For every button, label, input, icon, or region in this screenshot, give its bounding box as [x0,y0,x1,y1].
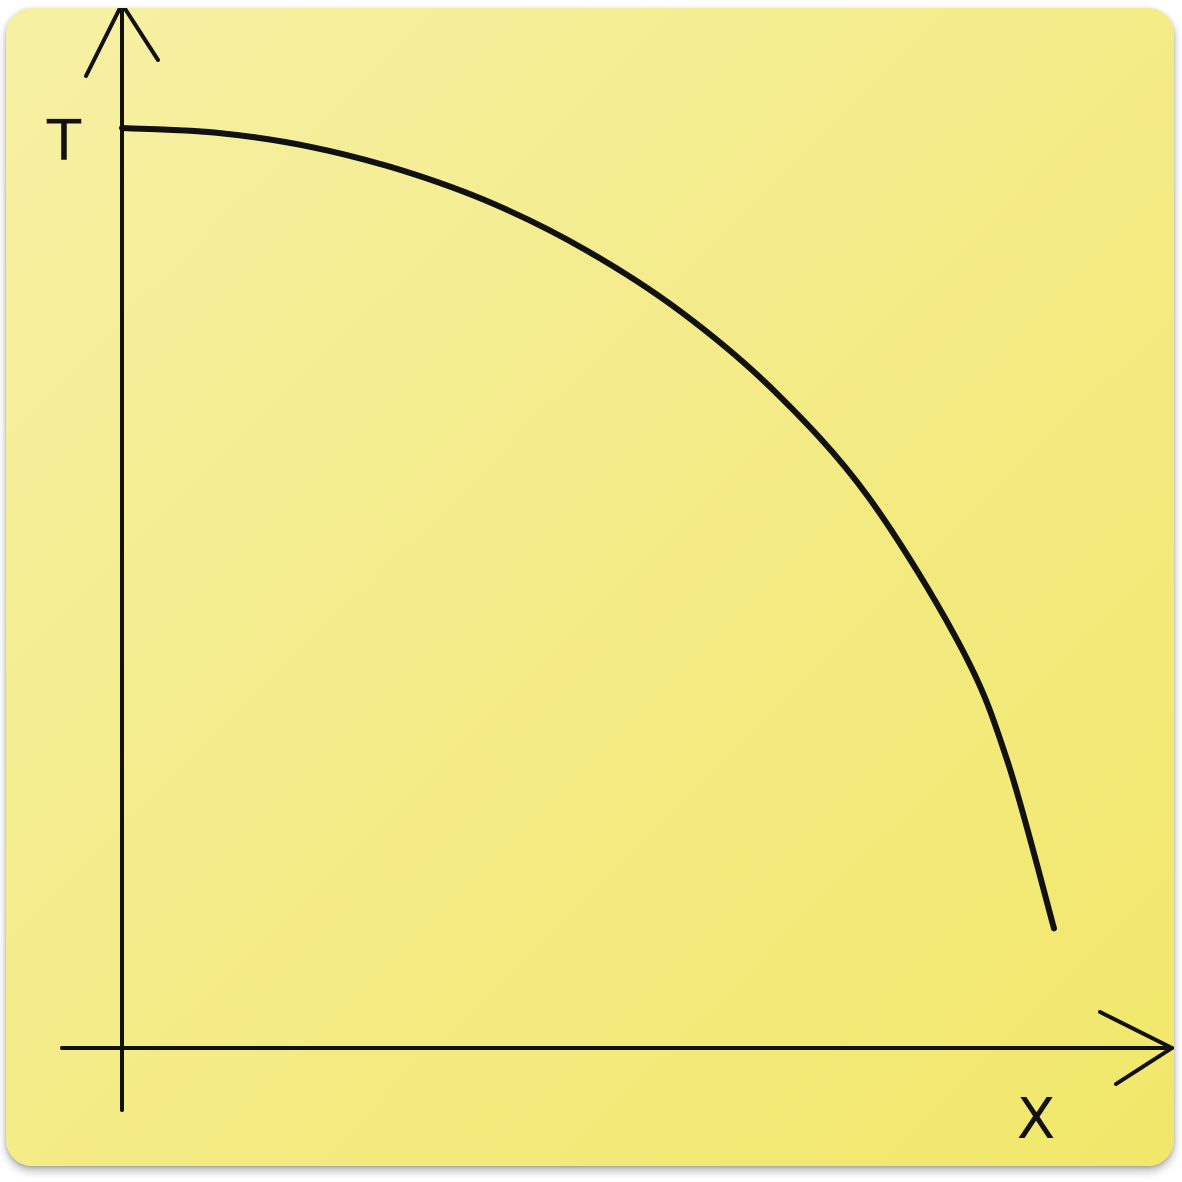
chart-svg: T X [6,8,1174,1166]
sticky-note-chart: T X [6,8,1174,1166]
y-axis-arrowhead [84,8,160,78]
data-curve [119,125,1057,932]
x-axis-label: X [1017,1087,1055,1152]
y-axis-label: T [46,109,82,174]
note-background [6,8,1174,1166]
x-axis-arrowhead [1098,1010,1174,1086]
